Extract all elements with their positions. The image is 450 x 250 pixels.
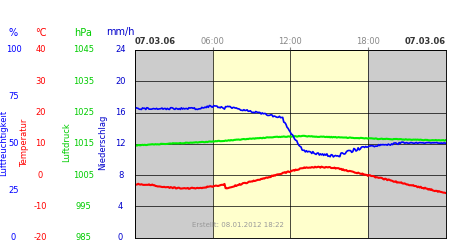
Text: %: %	[9, 28, 18, 38]
Text: 16: 16	[115, 108, 126, 117]
Text: 1035: 1035	[73, 77, 94, 86]
Text: 24: 24	[115, 46, 126, 54]
Text: 995: 995	[76, 202, 91, 211]
Text: 985: 985	[75, 233, 91, 242]
Text: 8: 8	[118, 170, 123, 179]
Text: -20: -20	[34, 233, 47, 242]
Text: -10: -10	[34, 202, 47, 211]
Text: 1015: 1015	[73, 139, 94, 148]
Text: 1005: 1005	[73, 170, 94, 179]
Text: 4: 4	[118, 202, 123, 211]
Bar	[212, 50, 368, 238]
Text: 0: 0	[38, 170, 43, 179]
Text: 0: 0	[118, 233, 123, 242]
Bar	[368, 50, 446, 238]
Text: 100: 100	[5, 46, 22, 54]
Text: 1045: 1045	[73, 46, 94, 54]
Text: 07.03.06: 07.03.06	[405, 37, 446, 46]
Text: 10: 10	[35, 139, 46, 148]
Text: hPa: hPa	[74, 28, 92, 38]
Text: 07.03.06: 07.03.06	[135, 37, 176, 46]
Text: 1025: 1025	[73, 108, 94, 117]
Text: 75: 75	[8, 92, 19, 102]
Text: mm/h: mm/h	[106, 28, 135, 38]
Bar	[135, 50, 212, 238]
Text: Luftfeuchtigkeit: Luftfeuchtigkeit	[0, 110, 8, 176]
Text: 20: 20	[35, 108, 46, 117]
Text: 0: 0	[11, 233, 16, 242]
Text: Niederschlag: Niederschlag	[98, 115, 107, 170]
Text: Luftdruck: Luftdruck	[62, 122, 71, 162]
Text: 50: 50	[8, 139, 19, 148]
Text: Temperatur: Temperatur	[20, 118, 29, 167]
Text: °C: °C	[35, 28, 46, 38]
Text: Erstellt: 08.01.2012 18:22: Erstellt: 08.01.2012 18:22	[192, 222, 284, 228]
Text: 40: 40	[35, 46, 46, 54]
Text: 12: 12	[115, 139, 126, 148]
Text: 20: 20	[115, 77, 126, 86]
Text: 30: 30	[35, 77, 46, 86]
Text: 25: 25	[8, 186, 19, 195]
